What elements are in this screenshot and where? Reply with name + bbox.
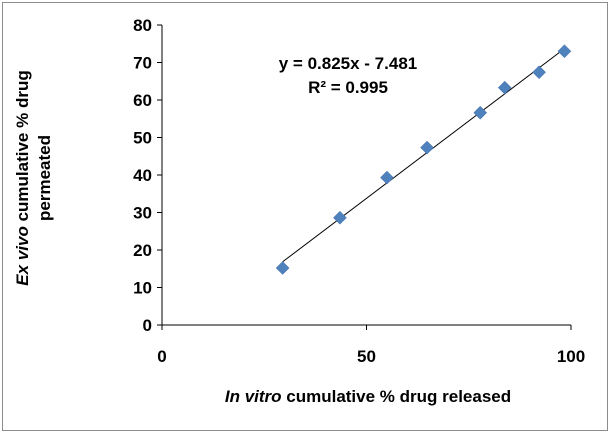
data-point (420, 140, 434, 155)
data-point (333, 210, 347, 225)
y-tick-label: 30 (133, 204, 152, 223)
y-tick-label: 80 (133, 16, 152, 35)
x-axis-title-italic: In vitro (225, 387, 282, 406)
data-point (557, 44, 572, 59)
x-tick-label: 100 (557, 347, 585, 366)
x-axis-title: In vitro cumulative % drug released (225, 387, 511, 406)
scatter-chart: 0 10 20 30 40 50 60 70 80 0 50 100 y = 0.825x - 7.4… (13, 16, 585, 406)
data-point (532, 65, 546, 80)
y-axis-title-italic: Ex vivo (13, 226, 32, 286)
data-point (473, 105, 488, 120)
y-axis-title: Ex vivo cumulative % drug permeated (13, 70, 54, 285)
y-tick-label: 60 (133, 91, 152, 110)
x-axis-title-rest: cumulative % drug released (282, 387, 512, 406)
data-point (380, 170, 394, 185)
y-tick-label: 10 (133, 279, 152, 298)
y-tick-label: 0 (143, 316, 152, 335)
y-axis-title-line1: Ex vivo cumulative % drug (13, 70, 32, 285)
y-axis-title-line2: permeated (35, 135, 54, 221)
data-point (275, 261, 290, 275)
y-axis-title-rest: cumulative % drug (13, 70, 32, 226)
y-tick-label: 20 (133, 241, 152, 260)
x-tick-label: 50 (357, 347, 376, 366)
chart-frame: 0 10 20 30 40 50 60 70 80 0 50 100 y = 0.825x - 7.4… (2, 2, 608, 431)
equation-label: y = 0.825x - 7.481 (279, 54, 417, 73)
y-tick-label: 70 (133, 54, 152, 73)
data-point (497, 80, 512, 95)
r-squared-label: R² = 0.995 (308, 78, 388, 97)
trendline (282, 48, 565, 263)
axis-ticks: 0 10 20 30 40 50 60 70 80 0 50 100 (133, 16, 585, 366)
x-tick-label: 0 (157, 347, 166, 366)
y-tick-label: 50 (133, 129, 152, 148)
data-points (275, 44, 572, 275)
y-tick-label: 40 (133, 166, 152, 185)
